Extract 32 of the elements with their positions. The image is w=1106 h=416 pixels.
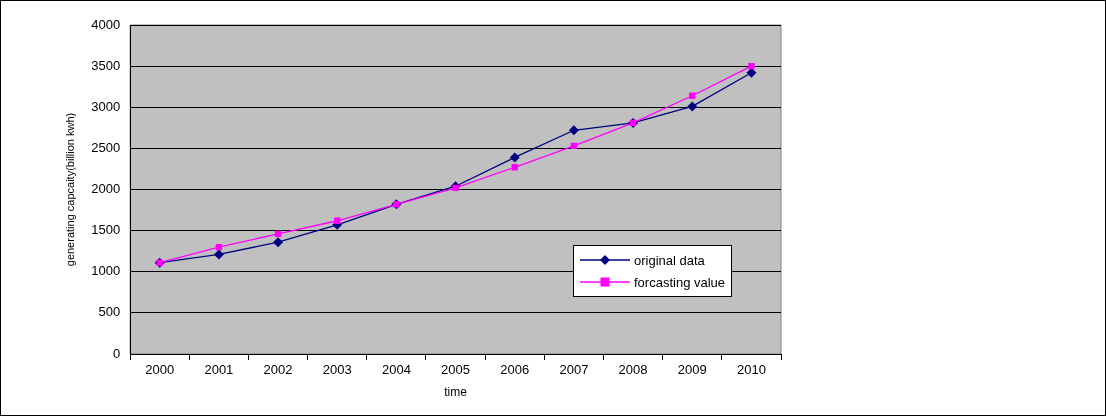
x-tick-label: 2010 <box>736 362 766 378</box>
point <box>213 249 224 260</box>
x-tick-label: 2009 <box>677 362 707 378</box>
legend-label: original data <box>634 252 705 268</box>
point <box>687 101 698 112</box>
point <box>273 237 284 248</box>
x-tick-label: 2005 <box>441 362 471 378</box>
y-tick-label: 2500 <box>91 139 121 155</box>
point <box>511 164 518 171</box>
y-tick-label: 2000 <box>91 181 121 197</box>
y-tick-label: 500 <box>98 304 121 320</box>
y-axis-title: generating capcaity(billion kwh) <box>63 112 76 267</box>
x-tick-label: 2006 <box>500 362 530 378</box>
point <box>568 125 579 136</box>
x-axis-title: time <box>444 385 468 400</box>
y-tick-label: 0 <box>112 345 121 361</box>
x-tick-label: 2008 <box>618 362 648 378</box>
x-tick-label: 2001 <box>204 362 234 378</box>
legend-label: forcasting value <box>634 274 726 290</box>
x-tick-label: 2003 <box>322 362 352 378</box>
x-tick-label: 2002 <box>263 362 293 378</box>
x-tick-label: 2007 <box>559 362 589 378</box>
point <box>509 152 520 163</box>
y-tick-label: 1000 <box>91 263 121 279</box>
y-tick-label: 1500 <box>91 222 121 238</box>
y-tick-label: 3500 <box>91 57 121 73</box>
point <box>570 142 578 150</box>
y-tick-label: 4000 <box>91 16 121 32</box>
x-tick-label: 2004 <box>381 362 411 378</box>
y-tick-label: 3000 <box>91 98 121 114</box>
x-tick-label: 2000 <box>145 362 175 378</box>
point <box>748 62 755 70</box>
